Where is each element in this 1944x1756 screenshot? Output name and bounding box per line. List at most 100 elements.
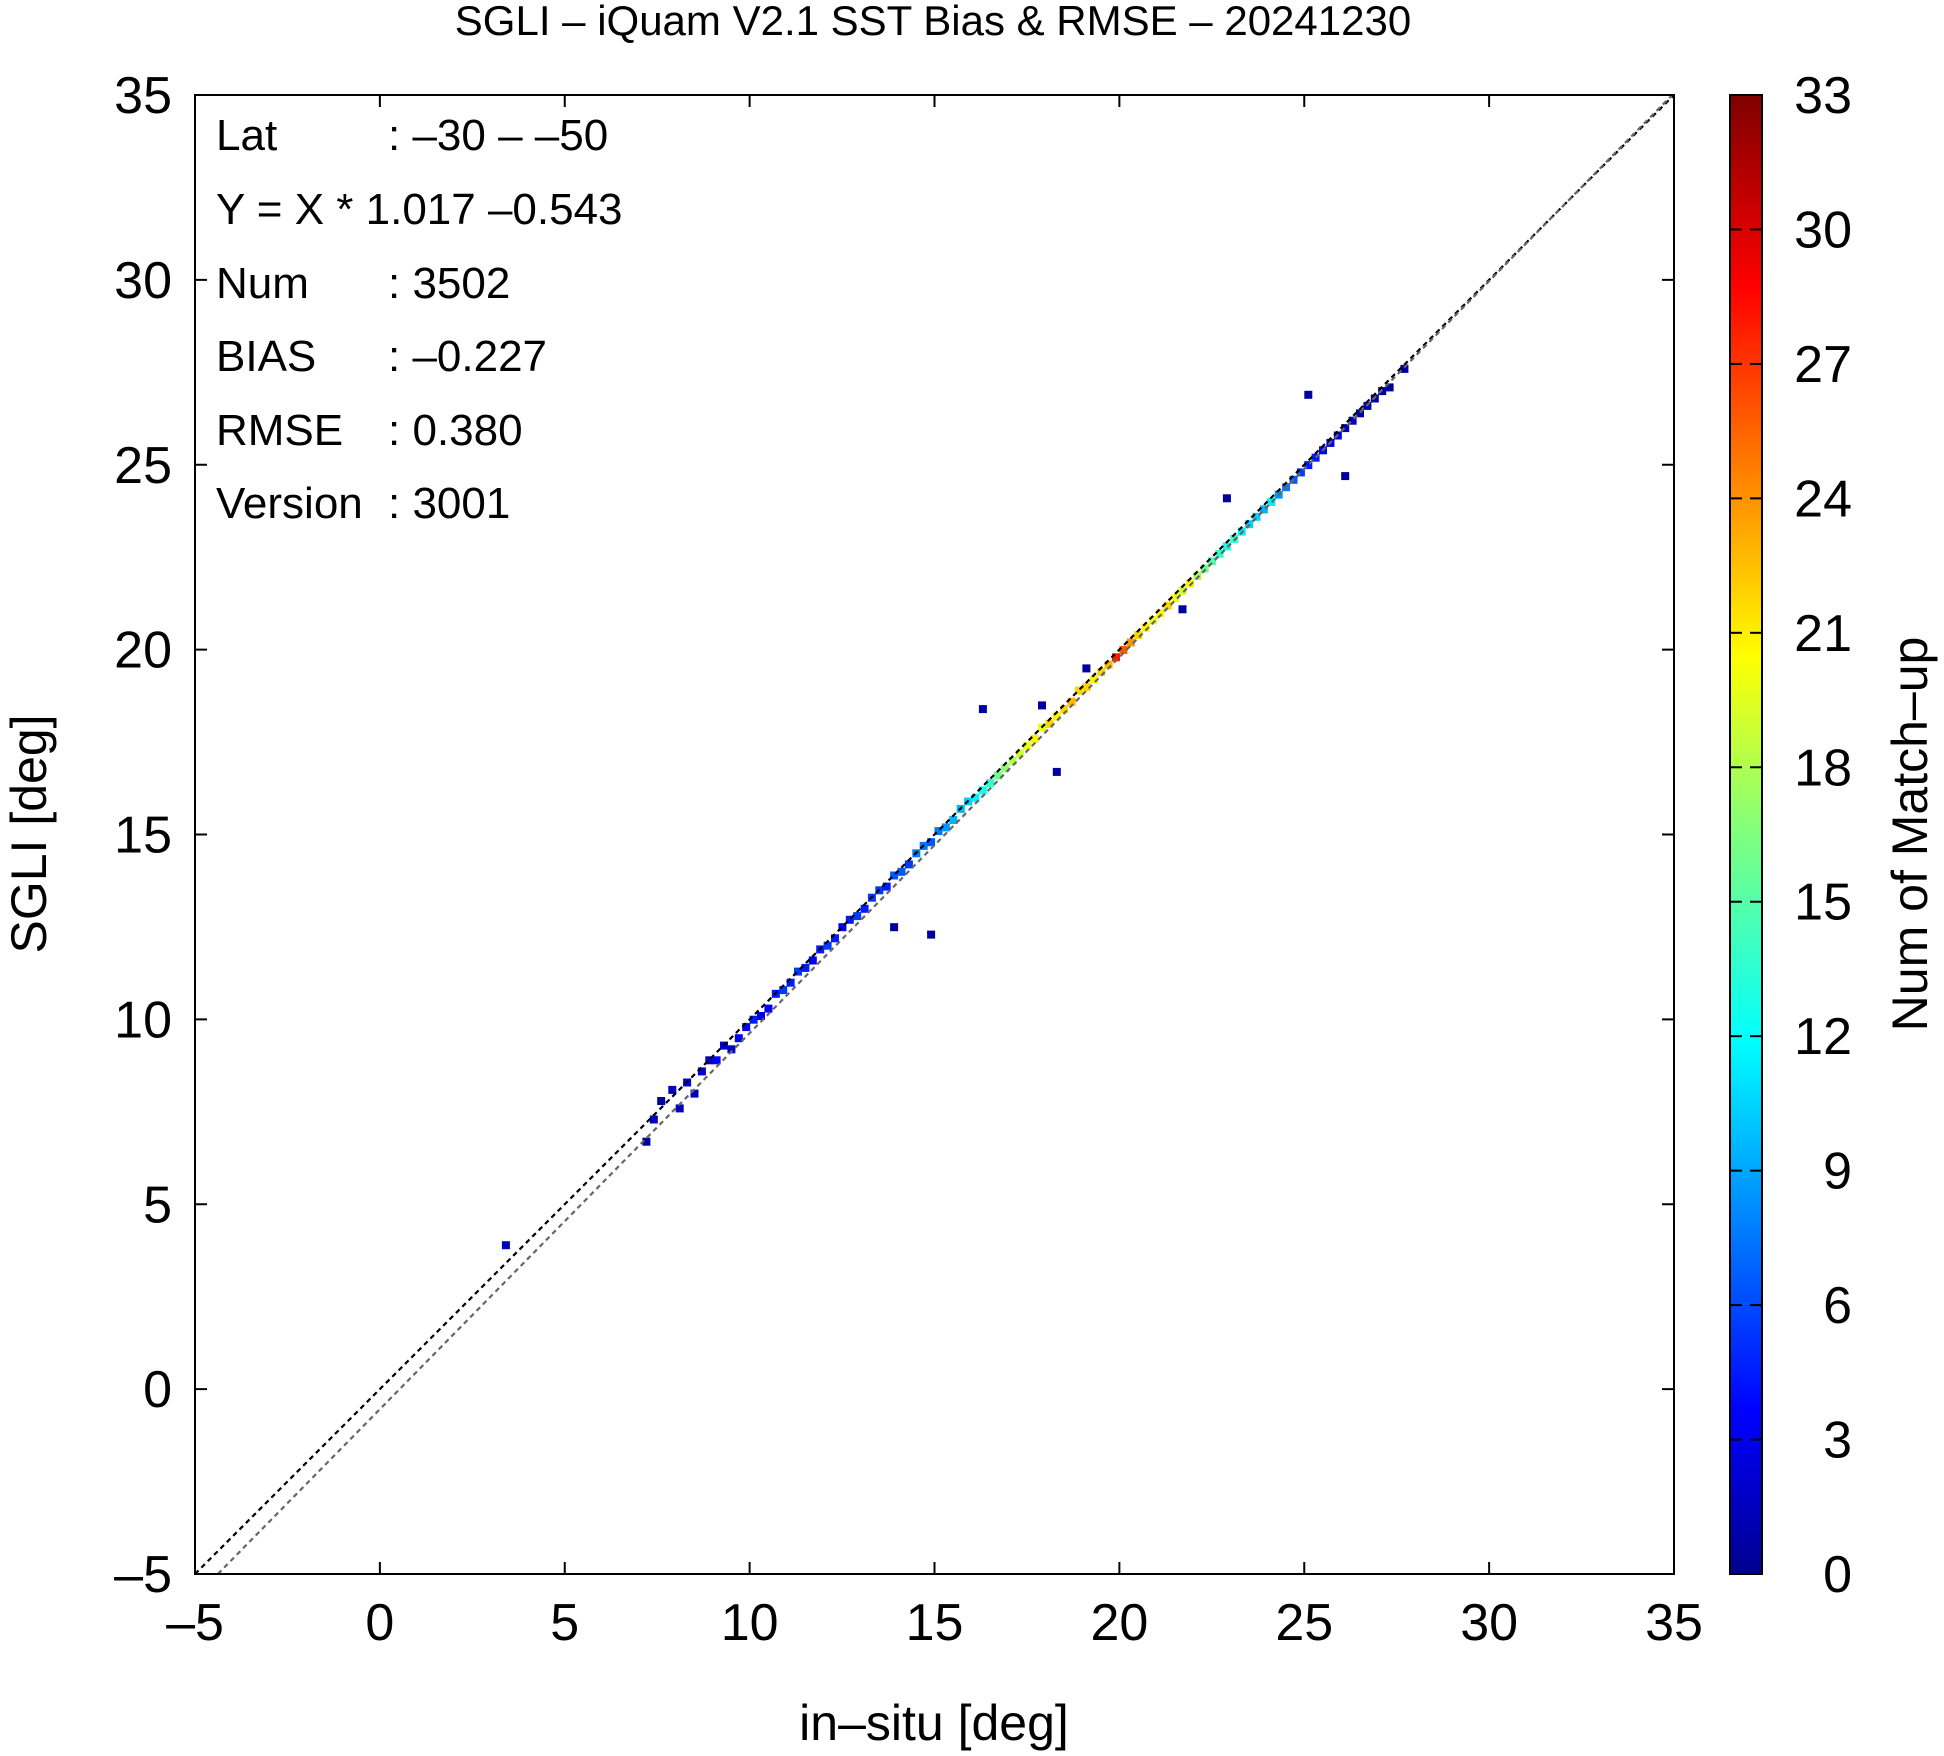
colorbar-tick-label: 27: [1794, 336, 1852, 394]
one-to-one-line: [194, 94, 1675, 1575]
heatmap-cell: [794, 967, 802, 976]
heatmap-cell: [1185, 579, 1194, 588]
heatmap-cell: [1045, 719, 1054, 728]
heatmap-cell: [1341, 424, 1350, 433]
heatmap-cell: [808, 956, 817, 965]
y-tick-label: 5: [143, 1176, 172, 1234]
heatmap-cell: [642, 1137, 651, 1146]
regression-line: [217, 94, 1673, 1575]
colorbar-tick-label: 9: [1823, 1143, 1852, 1201]
heatmap-cell: [904, 860, 913, 869]
heatmap-cell: [1030, 734, 1039, 743]
x-tick-label: 35: [1645, 1594, 1703, 1652]
y-tick-label: 10: [114, 991, 172, 1049]
heatmap-cell: [727, 1045, 736, 1054]
heatmap-cell: [823, 941, 832, 950]
annotation-bias-value: : –0.227: [388, 332, 547, 381]
colorbar-tick-label: 24: [1794, 470, 1852, 528]
heatmap-cell: [1082, 664, 1091, 673]
heatmap-cell: [1015, 749, 1024, 758]
heatmap-cell: [1001, 764, 1010, 773]
y-axis-ticks: –5 0 5 10 15 20 25 30 35: [114, 67, 1674, 1604]
heatmap-cell: [657, 1097, 666, 1105]
x-tick-label: 15: [906, 1594, 964, 1652]
heatmap-cell: [1400, 364, 1409, 373]
stats-annotation: Lat : –30 – –50 Y = X * 1.017 –0.543 Num…: [216, 111, 623, 528]
annotation-rmse-key: RMSE: [216, 406, 343, 455]
heatmap-cell: [882, 882, 891, 891]
heatmap-cell: [838, 923, 847, 932]
heatmap-cell: [1222, 494, 1231, 503]
x-tick-label: –5: [166, 1594, 224, 1652]
x-axis-label: in–situ [deg]: [799, 1695, 1069, 1751]
chart-title: SGLI – iQuam V2.1 SST Bias & RMSE – 2024…: [455, 0, 1411, 44]
colorbar-tick-label: 3: [1823, 1412, 1852, 1470]
y-tick-label: 30: [114, 252, 172, 310]
heatmap-cell: [860, 904, 869, 913]
heatmap-cell: [668, 1085, 677, 1094]
annotation-lat-value: : –30 – –50: [388, 111, 608, 160]
colorbar-tick-label: 21: [1794, 605, 1852, 663]
heatmap-cell: [1052, 767, 1061, 776]
heatmap-cell: [1215, 549, 1224, 558]
colorbar-ticks: 0 3 6 9 12 15 18 21 24 27 30 33: [1730, 67, 1852, 1604]
x-tick-label: 5: [550, 1594, 579, 1652]
colorbar-tick-label: 6: [1823, 1277, 1852, 1335]
heatmap-cell: [1252, 512, 1261, 521]
heatmap-cell: [978, 786, 987, 795]
heatmap-cell: [779, 986, 788, 995]
colorbar-tick-label: 12: [1794, 1008, 1852, 1066]
y-tick-label: 15: [114, 807, 172, 865]
annotation-num-value: : 3502: [388, 259, 510, 308]
x-tick-label: 0: [365, 1594, 394, 1652]
x-tick-label: 30: [1460, 1594, 1518, 1652]
heatmap-cell: [1171, 594, 1180, 603]
y-tick-label: 25: [114, 437, 172, 495]
y-tick-label: 35: [114, 67, 172, 125]
heatmap-cell: [690, 1089, 699, 1098]
heatmap-cell: [742, 1023, 751, 1032]
heatmap-cell: [1304, 390, 1313, 399]
heatmap-cell: [1200, 564, 1209, 573]
heatmap-cell: [1356, 409, 1364, 418]
annotation-num-key: Num: [216, 259, 309, 308]
x-axis-ticks: –5 0 5 10 15 20 25 30 35: [166, 95, 1703, 1652]
y-tick-label: –5: [114, 1546, 172, 1604]
heatmap-cell: [734, 1034, 743, 1043]
heatmap-cell: [801, 963, 810, 972]
colorbar-tick-label: 30: [1794, 201, 1852, 259]
heatmap-cell: [831, 934, 839, 943]
heatmap-cell: [941, 823, 950, 832]
heatmap-cell: [1052, 712, 1061, 721]
y-tick-label: 0: [143, 1361, 172, 1419]
annotation-version-value: : 3001: [388, 479, 510, 528]
colorbar: [1729, 94, 1763, 1575]
heatmap-cell: [927, 838, 936, 847]
heatmap-cell: [1193, 572, 1202, 580]
heatmap-cell: [1089, 675, 1098, 684]
heatmap-cell: [986, 779, 995, 787]
heatmap-cell: [1119, 645, 1128, 654]
heatmap-cell: [1385, 383, 1394, 392]
heatmap-cell: [890, 923, 899, 932]
heatmap-cell: [897, 867, 906, 876]
heatmap-cell: [749, 1015, 758, 1024]
heatmap-cell: [1267, 498, 1276, 506]
heatmap-cell: [1178, 605, 1187, 614]
x-tick-label: 25: [1275, 1594, 1333, 1652]
colorbar-tick-label: 18: [1794, 739, 1852, 797]
heatmap-cell: [1311, 453, 1320, 462]
reference-lines: [194, 94, 1675, 1575]
heatmap-cell: [1141, 623, 1150, 632]
heatmap-cell: [927, 930, 936, 939]
heatmap-cell: [1304, 461, 1313, 470]
heatmap-cell: [890, 871, 899, 880]
heatmap-cell: [1008, 756, 1017, 765]
heatmap-cell: [1341, 472, 1350, 481]
heatmap-cell: [1348, 416, 1357, 425]
heatmap-cell: [853, 912, 862, 921]
heatmap-cell: [845, 915, 854, 924]
y-tick-label: 20: [114, 622, 172, 680]
heatmap-cell: [1082, 682, 1091, 691]
